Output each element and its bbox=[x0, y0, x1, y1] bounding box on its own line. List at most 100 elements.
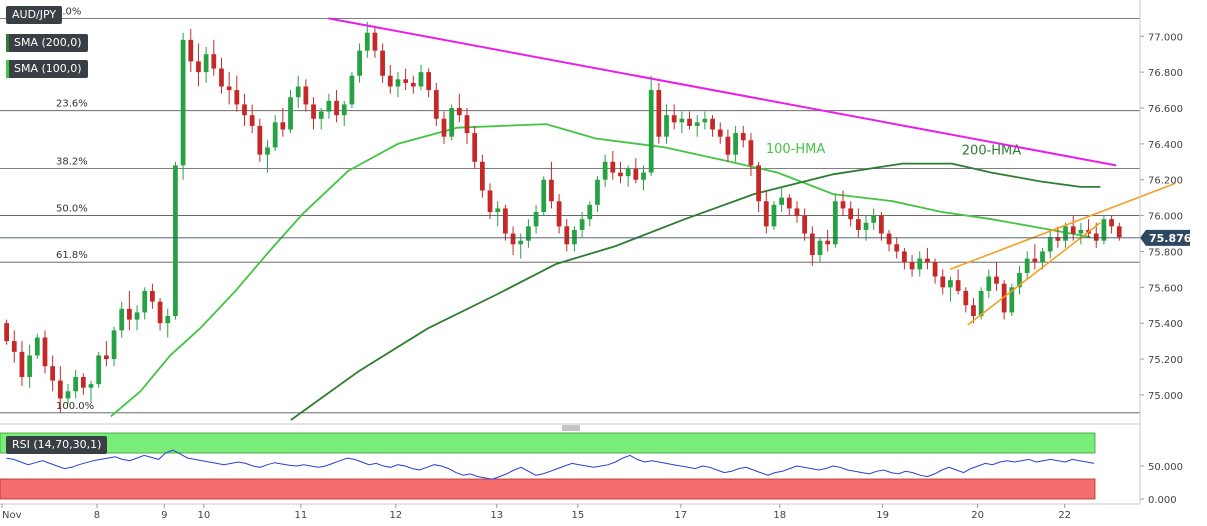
candle bbox=[710, 115, 715, 137]
candle bbox=[633, 158, 639, 184]
candle bbox=[464, 108, 470, 144]
candle-body bbox=[380, 50, 385, 76]
fib-label-2: 38.2% bbox=[56, 157, 88, 168]
price-tick-label-3: 76.400 bbox=[1148, 140, 1183, 151]
candle bbox=[963, 287, 969, 313]
sma-200-label[interactable]: SMA (200,0) bbox=[6, 34, 88, 52]
time-tick-label-5: 12 bbox=[389, 510, 402, 521]
candle bbox=[326, 93, 332, 119]
price-tick-label-1: 76.800 bbox=[1148, 68, 1183, 79]
candle bbox=[664, 104, 669, 144]
candle-body bbox=[426, 72, 432, 91]
candle bbox=[510, 226, 516, 256]
candle bbox=[556, 194, 562, 234]
rsi-label[interactable]: RSI (14,70,30,1) bbox=[6, 436, 108, 454]
candle bbox=[380, 43, 385, 83]
candle-body bbox=[717, 129, 723, 137]
time-tick-label-3: 10 bbox=[197, 510, 210, 521]
time-tick-label-1: 8 bbox=[94, 510, 100, 521]
candle bbox=[679, 111, 685, 134]
candle-body bbox=[349, 75, 355, 105]
candle-body bbox=[595, 179, 600, 205]
candle bbox=[88, 380, 94, 403]
candle-body bbox=[871, 215, 877, 223]
candle-body bbox=[971, 305, 976, 316]
candle bbox=[503, 204, 508, 241]
candle-body bbox=[917, 258, 923, 270]
candle-body bbox=[648, 90, 654, 173]
candle bbox=[341, 100, 347, 126]
candle bbox=[756, 161, 761, 212]
candle bbox=[602, 154, 608, 187]
candle-body bbox=[1116, 226, 1122, 238]
fib-label-5: 100.0% bbox=[56, 401, 94, 412]
candle-body bbox=[180, 39, 186, 166]
candle bbox=[1063, 222, 1068, 248]
candle bbox=[802, 208, 808, 241]
candle bbox=[150, 283, 155, 309]
candle bbox=[533, 204, 539, 234]
candle-body bbox=[495, 208, 501, 212]
candle-body bbox=[173, 165, 178, 316]
candle bbox=[825, 229, 831, 252]
candle bbox=[925, 247, 930, 270]
candle-body bbox=[73, 376, 79, 392]
candle bbox=[740, 125, 746, 148]
candle-body bbox=[556, 201, 562, 227]
pane-resize-handle[interactable] bbox=[560, 424, 582, 432]
candle-body bbox=[1009, 287, 1015, 313]
candle bbox=[855, 208, 861, 238]
candle bbox=[364, 21, 370, 58]
candle-body bbox=[219, 68, 224, 87]
candle-body bbox=[633, 168, 639, 180]
candle-body bbox=[1101, 219, 1107, 241]
candle bbox=[495, 201, 501, 227]
candle bbox=[894, 237, 900, 259]
candle bbox=[410, 75, 416, 94]
candle bbox=[526, 219, 531, 248]
rsi-series-line bbox=[6, 449, 1095, 480]
candle-body bbox=[387, 75, 393, 87]
time-tick-label-10: 19 bbox=[876, 510, 889, 521]
candle bbox=[134, 305, 140, 331]
symbol-label[interactable]: AUD/JPY bbox=[6, 6, 63, 24]
candle-body bbox=[932, 262, 938, 277]
candle-body bbox=[779, 197, 785, 205]
price-tick-label-2: 76.600 bbox=[1148, 104, 1183, 115]
candle-body bbox=[940, 276, 946, 288]
candle bbox=[1109, 215, 1114, 234]
candle-body bbox=[925, 258, 930, 263]
candle bbox=[809, 226, 815, 266]
price-tick-label-8: 75.400 bbox=[1148, 319, 1183, 330]
candle bbox=[127, 290, 132, 331]
candle bbox=[265, 140, 270, 173]
candle-body bbox=[963, 290, 969, 306]
candle-body bbox=[34, 337, 40, 356]
candle-body bbox=[472, 133, 478, 162]
candle-body bbox=[694, 122, 700, 126]
candle bbox=[871, 208, 877, 230]
candle-body bbox=[526, 226, 531, 241]
candle-body bbox=[295, 86, 301, 98]
candle-body bbox=[395, 79, 401, 87]
candle-body bbox=[96, 355, 102, 385]
candle bbox=[625, 165, 631, 187]
rsi-pane: 50.000 0.000 bbox=[0, 432, 1183, 506]
candle bbox=[165, 308, 171, 338]
candle-body bbox=[794, 208, 800, 216]
candle bbox=[717, 122, 723, 144]
sma-100-label[interactable]: SMA (100,0) bbox=[6, 60, 88, 78]
candle bbox=[103, 341, 109, 367]
candle bbox=[733, 125, 738, 162]
candle bbox=[34, 333, 40, 360]
candle-body bbox=[572, 229, 577, 245]
candle bbox=[1024, 251, 1030, 281]
candle bbox=[395, 72, 401, 98]
price-tick-label-5: 76.000 bbox=[1148, 212, 1183, 223]
candle bbox=[249, 104, 255, 134]
candle-body bbox=[541, 179, 547, 212]
candle bbox=[763, 190, 769, 234]
candle-body bbox=[119, 308, 125, 331]
candle-body bbox=[1001, 283, 1007, 313]
candle-body bbox=[196, 61, 201, 73]
